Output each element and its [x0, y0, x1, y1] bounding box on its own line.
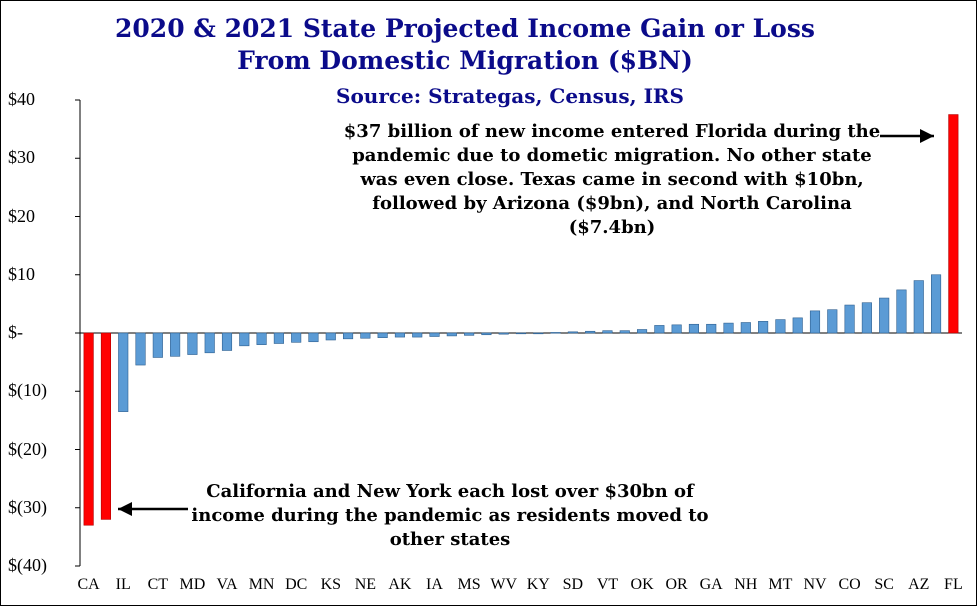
bar-wv — [498, 332, 509, 335]
bar — [654, 325, 665, 334]
bar — [239, 332, 250, 347]
bar — [827, 309, 838, 334]
bar-il — [118, 332, 129, 412]
y-tick-label: $30 — [8, 147, 35, 168]
x-tick-label: NE — [354, 576, 377, 593]
y-tick-label: $40 — [8, 89, 35, 109]
x-tick-label: SD — [562, 576, 584, 593]
bar — [688, 323, 700, 334]
x-tick-label: VA — [216, 576, 238, 593]
florida-arrow — [880, 129, 934, 143]
bar-ga — [706, 323, 717, 334]
bar — [930, 274, 942, 334]
bar-co — [844, 304, 855, 334]
x-tick-label: MD — [179, 576, 206, 593]
x-tick-label: KS — [320, 576, 342, 593]
bar-ok — [636, 329, 648, 334]
x-tick-label: OR — [665, 576, 688, 593]
bar — [446, 332, 457, 337]
x-tick-label: MN — [248, 576, 275, 593]
x-tick-label: AK — [388, 576, 412, 593]
y-tick-label: $(20) — [8, 438, 47, 459]
bar-nh — [740, 322, 751, 334]
bar — [100, 332, 112, 520]
bar-va — [221, 332, 233, 351]
bar — [342, 332, 354, 340]
x-tick-label: NH — [734, 576, 758, 593]
bar-or — [671, 324, 682, 334]
x-tick-label: VT — [596, 576, 619, 593]
x-tick-label: CO — [838, 576, 861, 593]
bar-md — [187, 332, 198, 355]
bar — [861, 302, 872, 334]
bar — [170, 332, 181, 357]
bar — [585, 330, 596, 334]
bar-nv — [809, 310, 821, 334]
california-newyork-annotation: California and New York each lost over $… — [191, 481, 709, 550]
bar-ky — [533, 332, 544, 335]
bar — [377, 332, 388, 338]
x-tick-label: AZ — [908, 576, 930, 593]
bar-ks — [325, 332, 336, 341]
chart-title: 2020 & 2021 State Projected Income Gain … — [115, 14, 815, 43]
x-tick-label: OK — [630, 576, 654, 593]
bar-mt — [775, 319, 786, 334]
y-tick-label: $(10) — [8, 380, 47, 401]
x-tick-label: MS — [457, 576, 481, 593]
chart-title-line2: From Domestic Migration ($BN) — [237, 46, 693, 75]
y-tick-label: $(30) — [8, 496, 47, 517]
bar — [758, 321, 769, 334]
x-tick-label: NV — [803, 576, 827, 593]
bar-ca — [83, 332, 94, 526]
x-tick-label: WV — [490, 576, 518, 593]
x-tick-label: SC — [874, 576, 894, 593]
y-tick-label: $10 — [8, 263, 35, 284]
bar — [481, 332, 492, 336]
x-tick-label: CA — [77, 576, 100, 593]
x-tick-label: GA — [699, 576, 723, 593]
bar-ia — [429, 332, 440, 337]
florida-annotation: $37 billion of new income entered Florid… — [343, 121, 881, 238]
x-tick-label: CT — [147, 576, 169, 593]
bar-ak — [394, 332, 406, 338]
y-tick-label: $(40) — [8, 555, 47, 575]
bar — [619, 330, 630, 334]
bar — [204, 332, 215, 354]
x-tick-label: IL — [115, 576, 131, 593]
bar-az — [913, 280, 924, 334]
bar — [896, 289, 907, 334]
x-tick-label: KY — [526, 576, 550, 593]
bar-sc — [879, 297, 890, 334]
bar — [273, 332, 284, 344]
bar-dc — [291, 332, 302, 343]
bar — [792, 317, 803, 334]
x-tick-label: IA — [426, 576, 443, 593]
bar-ms — [464, 332, 475, 336]
x-tick-label: DC — [285, 576, 308, 593]
bar — [412, 332, 423, 338]
bar-ne — [360, 332, 371, 339]
bar — [135, 332, 146, 366]
bar-ct — [152, 332, 163, 358]
chart-subtitle: Source: Strategas, Census, IRS — [336, 84, 684, 108]
x-tick-label: MT — [768, 576, 793, 593]
bar — [308, 332, 319, 343]
bar-vt — [602, 330, 613, 334]
x-tick-label: FL — [944, 576, 963, 593]
bar — [515, 332, 527, 335]
y-tick-label: $- — [8, 322, 23, 342]
y-tick-label: $20 — [8, 205, 35, 226]
bar-sd — [567, 331, 578, 334]
bar — [723, 322, 734, 334]
california-newyork-arrow — [118, 502, 188, 516]
bar-fl — [948, 114, 959, 334]
bar-mn — [256, 332, 267, 345]
bar — [550, 332, 561, 334]
